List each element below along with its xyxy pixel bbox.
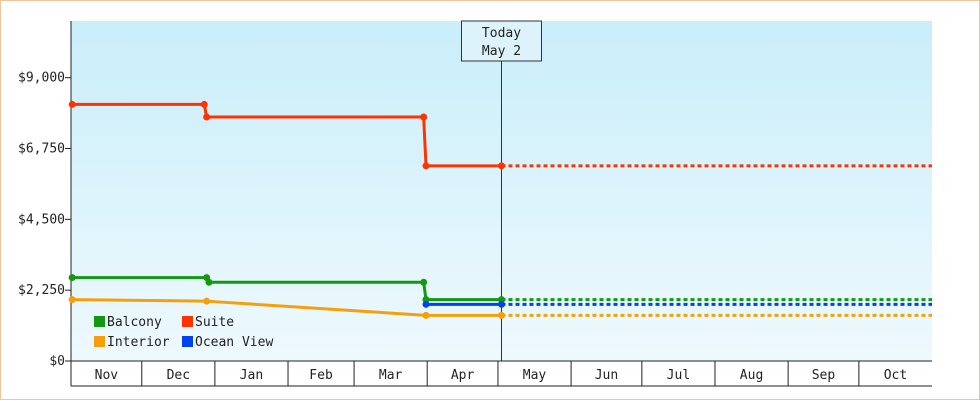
legend-swatch [182,316,193,327]
today-label: Today [482,26,521,41]
data-point-balcony [420,278,428,286]
data-point-ocean-view [498,300,505,308]
data-point-interior [498,311,505,319]
data-point-suite [420,113,428,121]
y-tick-label: $2,250 [18,283,65,298]
y-tick-label: $4,500 [18,212,65,227]
today-label-box [461,20,542,62]
data-point-interior [422,311,430,319]
x-tick-label: May [523,368,547,383]
y-tick-label: $9,000 [18,71,65,86]
legend-label: Balcony [107,315,162,330]
x-tick-label: Jan [240,368,263,383]
x-tick-label: Dec [167,368,190,383]
y-tick-label: $6,750 [18,142,65,157]
data-point-suite [68,100,76,108]
series-line-suite [72,102,502,168]
data-point-balcony [68,274,76,282]
x-tick-label: Oct [884,368,907,383]
data-point-ocean-view [422,300,430,308]
data-point-suite [200,100,208,108]
data-point-balcony [205,278,213,286]
legend-label: Ocean View [195,335,273,350]
series-line-balcony [72,276,502,302]
x-tick-label: Nov [95,368,119,383]
x-tick-label: Aug [740,368,763,383]
series-line-interior [72,298,502,317]
x-tick-label: Apr [451,368,475,383]
data-point-suite [422,162,430,170]
legend-swatch [94,316,105,327]
y-tick-label: $0 [49,354,65,369]
today-date-label: May 2 [482,44,521,59]
data-point-interior [203,297,211,305]
x-tick-label: Jun [595,368,618,383]
data-point-suite [498,162,505,170]
x-tick-label: Sep [812,368,836,383]
data-point-suite [203,113,211,121]
x-tick-label: Mar [379,368,403,383]
legend-label: Suite [195,315,234,330]
data-point-interior [68,296,76,304]
legend-swatch [94,336,105,347]
legend-label: Interior [107,335,170,350]
legend-swatch [182,336,193,347]
x-tick-label: Jul [667,368,690,383]
x-tick-label: Feb [309,368,333,383]
